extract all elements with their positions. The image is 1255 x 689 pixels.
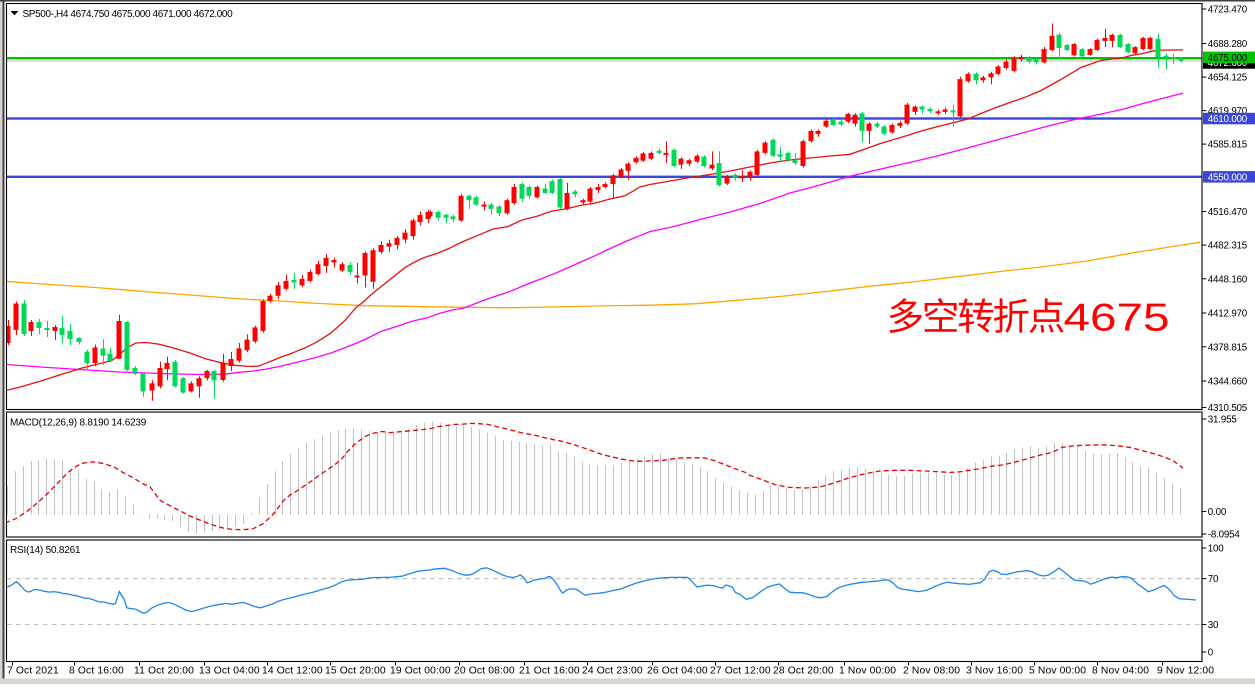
svg-text:-8.0954: -8.0954 — [1208, 530, 1241, 541]
svg-text:4412.970: 4412.970 — [1208, 309, 1248, 320]
svg-text:4550.000: 4550.000 — [1208, 172, 1248, 183]
svg-text:31.955: 31.955 — [1208, 415, 1238, 426]
svg-text:SP500-,H4 4674.750 4675.000 4: SP500-,H4 4674.750 4675.000 4671.000 467… — [23, 9, 234, 20]
svg-text:15 Oct 20:00: 15 Oct 20:00 — [325, 666, 386, 677]
svg-text:26 Oct 04:00: 26 Oct 04:00 — [647, 666, 708, 677]
svg-text:2 Nov 08:00: 2 Nov 08:00 — [903, 666, 960, 677]
svg-text:1 Nov 00:00: 1 Nov 00:00 — [839, 666, 896, 677]
svg-text:28 Oct 20:00: 28 Oct 20:00 — [773, 666, 834, 677]
svg-text:4482.315: 4482.315 — [1208, 241, 1248, 252]
svg-text:30: 30 — [1208, 620, 1219, 631]
svg-text:14 Oct 12:00: 14 Oct 12:00 — [262, 666, 323, 677]
svg-text:7 Oct 2021: 7 Oct 2021 — [7, 666, 59, 677]
svg-text:4310.505: 4310.505 — [1208, 403, 1248, 414]
svg-text:8 Oct 16:00: 8 Oct 16:00 — [69, 666, 124, 677]
svg-text:24 Oct 23:00: 24 Oct 23:00 — [582, 666, 643, 677]
svg-text:19 Oct 00:00: 19 Oct 00:00 — [390, 666, 451, 677]
svg-text:4610.000: 4610.000 — [1208, 114, 1248, 125]
svg-text:4619.970: 4619.970 — [1208, 106, 1248, 117]
svg-text:4344.660: 4344.660 — [1208, 377, 1248, 388]
svg-text:3 Nov 16:00: 3 Nov 16:00 — [966, 666, 1023, 677]
svg-text:13 Oct 04:00: 13 Oct 04:00 — [199, 666, 260, 677]
svg-text:11 Oct 20:00: 11 Oct 20:00 — [134, 666, 194, 677]
svg-text:70: 70 — [1208, 574, 1219, 585]
svg-text:4723.470: 4723.470 — [1208, 5, 1248, 16]
svg-text:4448.160: 4448.160 — [1208, 274, 1248, 285]
svg-text:4516.470: 4516.470 — [1208, 207, 1248, 218]
svg-text:4675: 4675 — [1064, 297, 1170, 340]
svg-text:21 Oct 16:00: 21 Oct 16:00 — [519, 666, 580, 677]
svg-text:4378.815: 4378.815 — [1208, 342, 1248, 353]
svg-text:4585.815: 4585.815 — [1208, 140, 1248, 151]
svg-text:4654.125: 4654.125 — [1208, 73, 1248, 84]
svg-text:9 Nov 12:00: 9 Nov 12:00 — [1157, 666, 1214, 677]
svg-text:20 Oct 08:00: 20 Oct 08:00 — [454, 666, 515, 677]
svg-text:4675.000: 4675.000 — [1208, 53, 1248, 64]
svg-text:4672.000: 4672.000 — [1208, 58, 1248, 69]
svg-text:5 Nov 00:00: 5 Nov 00:00 — [1029, 666, 1086, 677]
svg-text:RSI(14) 50.8261: RSI(14) 50.8261 — [10, 545, 81, 556]
svg-text:27 Oct 12:00: 27 Oct 12:00 — [710, 666, 771, 677]
svg-text:0.00: 0.00 — [1208, 507, 1227, 518]
svg-text:8 Nov 04:00: 8 Nov 04:00 — [1092, 666, 1149, 677]
svg-text:0: 0 — [1208, 648, 1214, 659]
svg-text:MACD(12,26,9) 8.8190 14.6239: MACD(12,26,9) 8.8190 14.6239 — [10, 418, 147, 429]
svg-text:100: 100 — [1208, 544, 1224, 555]
svg-text:4688.280: 4688.280 — [1208, 39, 1248, 50]
